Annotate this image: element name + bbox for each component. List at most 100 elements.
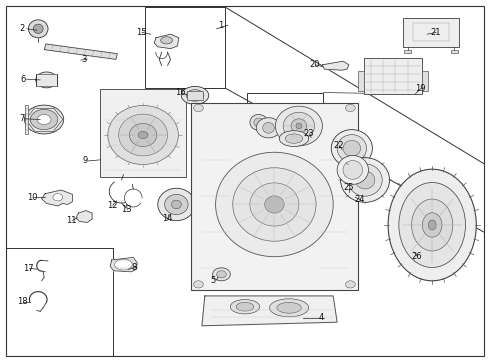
Ellipse shape xyxy=(36,72,57,88)
Text: 10: 10 xyxy=(27,193,37,202)
Ellipse shape xyxy=(172,200,181,209)
Ellipse shape xyxy=(285,134,303,143)
Ellipse shape xyxy=(53,194,63,201)
Ellipse shape xyxy=(422,213,442,237)
Text: 21: 21 xyxy=(430,28,441,37)
Ellipse shape xyxy=(41,76,52,84)
Polygon shape xyxy=(322,61,349,70)
Bar xyxy=(191,103,358,290)
Ellipse shape xyxy=(428,220,436,230)
Bar xyxy=(404,50,411,53)
Text: 5: 5 xyxy=(211,276,216,284)
Bar xyxy=(413,23,449,41)
Ellipse shape xyxy=(348,164,382,196)
Bar xyxy=(358,71,364,91)
Ellipse shape xyxy=(37,114,51,125)
Ellipse shape xyxy=(283,112,315,140)
Text: 2: 2 xyxy=(20,24,25,33)
Ellipse shape xyxy=(233,168,316,241)
Text: 11: 11 xyxy=(66,216,76,225)
Text: 8: 8 xyxy=(131,263,137,271)
Ellipse shape xyxy=(230,300,260,314)
Ellipse shape xyxy=(194,281,203,288)
Ellipse shape xyxy=(186,90,204,101)
Ellipse shape xyxy=(263,122,274,133)
Ellipse shape xyxy=(388,169,476,281)
Text: 26: 26 xyxy=(412,252,422,261)
Ellipse shape xyxy=(345,281,355,288)
Ellipse shape xyxy=(256,118,281,138)
Ellipse shape xyxy=(343,140,361,156)
Ellipse shape xyxy=(355,171,375,189)
Ellipse shape xyxy=(216,152,333,257)
Ellipse shape xyxy=(28,20,48,38)
Ellipse shape xyxy=(265,196,284,213)
Ellipse shape xyxy=(399,183,465,267)
Text: 18: 18 xyxy=(17,297,28,306)
Text: 4: 4 xyxy=(318,313,324,322)
Text: 9: 9 xyxy=(82,156,88,165)
Ellipse shape xyxy=(337,156,368,184)
Text: 6: 6 xyxy=(21,75,26,84)
Ellipse shape xyxy=(291,119,307,133)
Text: 14: 14 xyxy=(162,214,172,223)
Text: 13: 13 xyxy=(122,205,132,214)
Bar xyxy=(24,105,28,134)
Ellipse shape xyxy=(250,114,268,130)
Ellipse shape xyxy=(181,86,209,104)
Ellipse shape xyxy=(30,109,58,130)
Ellipse shape xyxy=(277,302,301,313)
Ellipse shape xyxy=(275,106,322,146)
Ellipse shape xyxy=(108,105,178,165)
Text: 15: 15 xyxy=(136,28,147,37)
Ellipse shape xyxy=(341,158,390,202)
Polygon shape xyxy=(76,211,92,222)
Bar xyxy=(247,93,323,146)
Bar xyxy=(100,89,186,177)
Text: 17: 17 xyxy=(24,264,34,273)
Ellipse shape xyxy=(270,299,309,317)
Bar xyxy=(422,71,428,91)
Ellipse shape xyxy=(337,135,367,162)
Polygon shape xyxy=(42,190,73,206)
Polygon shape xyxy=(45,44,117,59)
Ellipse shape xyxy=(138,131,148,139)
Ellipse shape xyxy=(345,104,355,112)
Polygon shape xyxy=(202,296,337,326)
Ellipse shape xyxy=(115,259,132,270)
Bar xyxy=(36,74,57,86)
Ellipse shape xyxy=(254,118,264,127)
Polygon shape xyxy=(110,257,137,272)
Ellipse shape xyxy=(217,271,226,278)
Ellipse shape xyxy=(119,114,168,156)
Polygon shape xyxy=(154,34,179,49)
Ellipse shape xyxy=(194,104,203,112)
Ellipse shape xyxy=(161,37,172,44)
Text: 23: 23 xyxy=(304,129,315,138)
Text: 25: 25 xyxy=(343,184,353,192)
Ellipse shape xyxy=(412,199,453,251)
Text: 12: 12 xyxy=(107,201,117,210)
Ellipse shape xyxy=(129,123,157,147)
Bar xyxy=(187,91,203,100)
Ellipse shape xyxy=(33,24,43,33)
Ellipse shape xyxy=(158,188,195,221)
Ellipse shape xyxy=(165,194,188,215)
Text: 16: 16 xyxy=(175,88,186,97)
Text: 19: 19 xyxy=(416,84,426,93)
Bar xyxy=(403,18,459,47)
Ellipse shape xyxy=(236,302,254,311)
Bar xyxy=(145,7,225,88)
Ellipse shape xyxy=(279,131,309,147)
Bar xyxy=(114,260,132,268)
Text: 7: 7 xyxy=(20,114,25,123)
Text: 3: 3 xyxy=(81,55,86,64)
Ellipse shape xyxy=(343,161,363,179)
Text: 24: 24 xyxy=(355,195,365,204)
Ellipse shape xyxy=(296,123,302,129)
Bar xyxy=(364,58,422,94)
Text: 1: 1 xyxy=(218,21,223,30)
Bar xyxy=(451,50,458,53)
Ellipse shape xyxy=(250,183,299,226)
Ellipse shape xyxy=(213,268,230,281)
